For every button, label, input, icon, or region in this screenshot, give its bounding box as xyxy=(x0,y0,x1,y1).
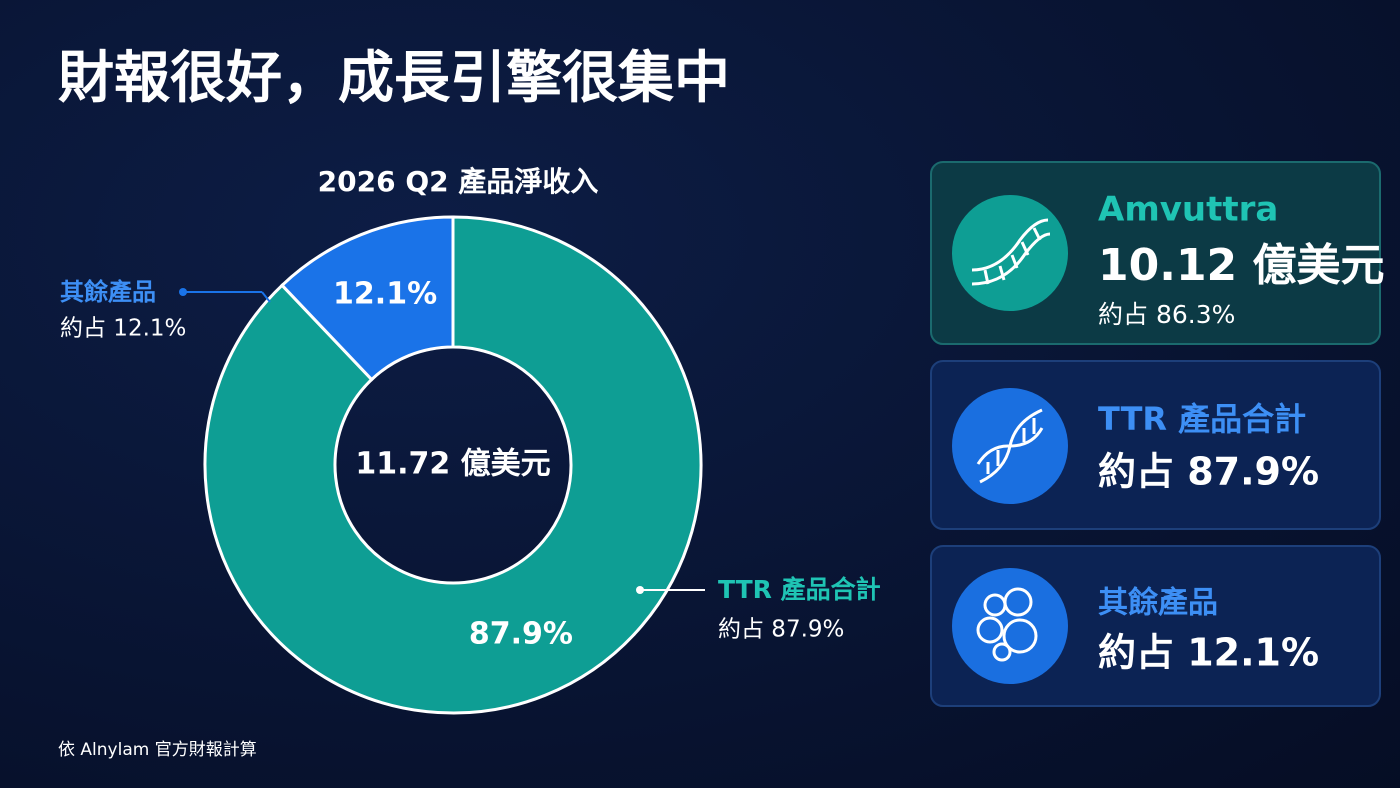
card-title: Amvuttra xyxy=(1098,190,1278,230)
card-value: 10.12 億美元 xyxy=(1098,240,1385,291)
slice-label: 87.9% xyxy=(469,616,573,651)
rna-icon xyxy=(971,218,1051,286)
callout-dot xyxy=(179,288,187,296)
card-share: 約占 12.1% xyxy=(1098,631,1319,675)
callout-dot xyxy=(636,586,644,594)
callout-title: TTR 產品合計 xyxy=(718,575,881,604)
card-icon xyxy=(952,568,1068,684)
footnote: 依 Alnylam 官方財報計算 xyxy=(58,740,257,760)
slice-label: 12.1% xyxy=(333,277,437,312)
dna-icon xyxy=(976,408,1044,484)
card-title: TTR 產品合計 xyxy=(1098,400,1306,438)
card-title: 其餘產品 xyxy=(1098,586,1218,621)
callout-title: 其餘產品 xyxy=(60,278,156,306)
center-label: 11.72 億美元 xyxy=(355,447,550,482)
card-share: 約占 87.9% xyxy=(1098,450,1319,494)
callout-line xyxy=(261,291,271,303)
donut-slice xyxy=(279,215,455,382)
slide-title: 財報很好，成長引擎很集中 xyxy=(58,46,730,111)
donut-slice xyxy=(203,215,703,715)
donut-chart: 87.9% 12.1% xyxy=(203,215,703,715)
cells-icon xyxy=(976,587,1038,662)
callout-share: 約占 12.1% xyxy=(60,316,186,342)
chart-title: 2026 Q2 產品淨收入 xyxy=(318,165,599,198)
card-share: 約占 86.3% xyxy=(1098,300,1235,329)
callout-share: 約占 87.9% xyxy=(718,617,844,643)
